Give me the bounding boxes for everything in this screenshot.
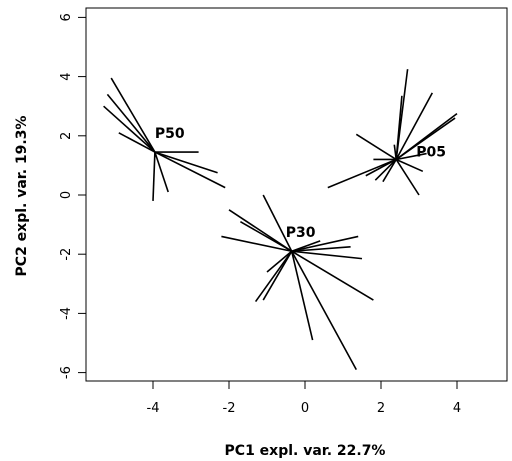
group-label-p30: P30: [286, 225, 316, 241]
ray-layer: [103, 69, 458, 371]
ray-p05-12: [374, 158, 397, 181]
ray-p05-14: [393, 144, 397, 160]
ray-p50-1: [106, 93, 156, 153]
ray-p05-8: [395, 159, 420, 196]
ray-p05-10: [327, 158, 397, 189]
x-tick-label: -2: [223, 401, 236, 416]
y-tick-label: -6: [59, 366, 74, 379]
ray-p30-6: [291, 246, 351, 253]
ray-p30-5: [291, 250, 363, 260]
ray-p50-7: [154, 151, 169, 193]
ray-p05-5: [355, 133, 397, 161]
y-tick-label: 6: [59, 13, 74, 21]
ray-p30-7: [291, 240, 321, 252]
ray-p30-13: [291, 250, 374, 301]
ray-p50-5: [154, 151, 218, 174]
ray-p30-2: [221, 235, 292, 253]
x-axis: -4 -2 0 2 4: [147, 381, 461, 416]
ray-p50-2: [103, 105, 156, 153]
ray-p50-0: [110, 77, 156, 153]
group-label-layer: P50 P05 P30: [155, 126, 446, 241]
ray-p05-4: [395, 117, 456, 161]
ray-p30-10: [262, 250, 293, 301]
y-tick-label: 0: [59, 191, 74, 199]
ray-p05-7: [396, 152, 427, 161]
ray-p30-11: [290, 251, 314, 341]
ray-p30-4: [291, 235, 359, 253]
ray-p30-9: [254, 250, 293, 303]
x-tick-label: -4: [147, 401, 160, 416]
x-tick-label: 0: [301, 401, 309, 416]
y-axis-title: PC2 expl. var. 19.3%: [14, 116, 30, 277]
ray-p50-8: [152, 152, 156, 201]
x-axis-title: PC1 expl. var. 22.7%: [225, 443, 386, 459]
ray-p05-1: [395, 95, 403, 160]
ray-p30-12: [290, 250, 358, 371]
ray-p05-11: [365, 158, 397, 177]
y-tick-label: -4: [59, 307, 74, 320]
y-tick-label: 4: [59, 72, 74, 80]
ray-p05-9: [395, 158, 424, 173]
y-axis: -6 -4 -2 0 2 4 6: [59, 13, 86, 379]
ray-p30-1: [240, 220, 293, 252]
ray-p30-8: [266, 250, 293, 273]
group-label-p05: P05: [416, 144, 446, 160]
ray-p50-4: [154, 151, 226, 189]
ray-p50-3: [118, 132, 156, 153]
plot-frame: [85, 7, 508, 382]
y-tick-label: 2: [59, 132, 74, 140]
ray-p30-3: [262, 194, 293, 252]
y-tick-label: -2: [59, 248, 74, 261]
group-label-p50: P50: [155, 126, 185, 142]
ray-p05-13: [382, 159, 397, 183]
ray-p05-2: [395, 92, 434, 160]
x-tick-label: 4: [453, 401, 461, 416]
x-tick-label: 2: [377, 401, 385, 416]
